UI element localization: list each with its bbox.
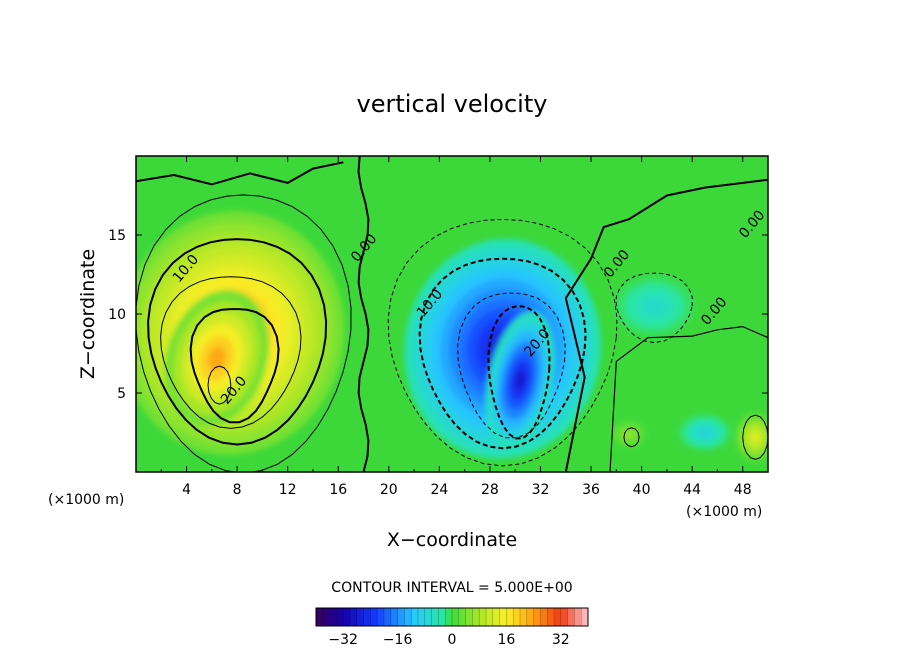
colorbar-tick-label: −16 xyxy=(383,632,413,648)
contour-5 xyxy=(136,194,352,472)
colorbar-segment xyxy=(424,608,433,626)
colorbar-segment xyxy=(384,608,392,626)
colorbar-frame xyxy=(315,607,589,627)
x-tick-label: 4 xyxy=(182,482,191,498)
colorbar-segment xyxy=(486,608,494,626)
x-tick-label: 16 xyxy=(329,482,347,498)
colorbar-segment xyxy=(581,608,589,626)
x-tick-label: 36 xyxy=(582,482,600,498)
colorbar-segment xyxy=(567,608,575,626)
colorbar-segment xyxy=(547,608,555,626)
colorbar-tick-label: 0 xyxy=(448,632,457,648)
contour-20 xyxy=(189,308,280,424)
weak-downdraft-level xyxy=(644,298,665,314)
colorbar-tick-label: 16 xyxy=(497,632,515,648)
colorbar-segment xyxy=(520,608,528,626)
colorbar-segment xyxy=(472,608,480,626)
x-tick-label: 8 xyxy=(233,482,242,498)
small-updraft-field xyxy=(735,413,768,462)
colorbar-segment xyxy=(465,608,473,626)
colorbar-segment xyxy=(526,608,535,626)
contour-interval-label: CONTOUR INTERVAL = 5.000E+00 xyxy=(331,580,572,596)
x-tick-label: 40 xyxy=(633,482,651,498)
y-tick-label: 10 xyxy=(108,307,126,323)
contour-15 xyxy=(160,276,302,429)
colorbar-segment xyxy=(533,608,541,626)
contour-neg20 xyxy=(487,305,551,440)
x-unit-right: (×1000 m) xyxy=(686,504,762,520)
colorbar-segment xyxy=(560,608,569,626)
downdraft-core-level xyxy=(515,370,526,391)
x-tick-label: 20 xyxy=(380,482,398,498)
colorbar-segment xyxy=(377,608,385,626)
chart-title: vertical velocity xyxy=(357,90,548,118)
contour-neg15 xyxy=(457,292,566,439)
contour-10 xyxy=(147,238,328,446)
downdraft-core xyxy=(485,311,555,450)
colorbar-segment xyxy=(513,608,521,626)
colorbar-segment xyxy=(418,608,426,626)
colorbar-segment xyxy=(363,608,371,626)
colorbar-segment xyxy=(316,608,324,626)
colorbar-segment xyxy=(540,608,548,626)
y-tick-label: 15 xyxy=(108,228,126,244)
colorbar-segment xyxy=(458,608,467,626)
colorbar-segment xyxy=(438,608,446,626)
colorbar-segment xyxy=(370,608,378,626)
updraft-core xyxy=(164,289,270,427)
x-tick-label: 44 xyxy=(683,482,701,498)
x-tick-label: 48 xyxy=(734,482,752,498)
colorbar-segment xyxy=(322,608,331,626)
x-tick-label: 12 xyxy=(279,482,297,498)
colorbar-segment xyxy=(574,608,582,626)
colorbar-segment xyxy=(329,608,337,626)
contour-zero xyxy=(357,156,370,472)
colorbar-segment xyxy=(479,608,487,626)
contour-neg10 xyxy=(418,257,587,450)
x-tick-label: 24 xyxy=(430,482,448,498)
colorbar xyxy=(315,607,589,627)
colorbar-segment xyxy=(492,608,501,626)
colorbar-segment xyxy=(411,608,419,626)
x-tick-label: 32 xyxy=(532,482,550,498)
colorbar-tick-label: 32 xyxy=(552,632,570,648)
colorbar-segment xyxy=(404,608,412,626)
colorbar-segment xyxy=(336,608,344,626)
weak-updraft-field xyxy=(610,420,647,449)
colorbar-segment xyxy=(554,608,562,626)
contour-neg5 xyxy=(387,218,618,467)
colorbar-segment xyxy=(390,608,399,626)
colorbar-tick-label: −32 xyxy=(328,632,358,648)
colorbar-segment xyxy=(343,608,351,626)
colorbar-segment xyxy=(506,608,514,626)
small-updraft-field-level xyxy=(751,432,760,443)
colorbar-segment xyxy=(356,608,365,626)
colorbar-segment xyxy=(397,608,405,626)
x-unit-left: (×1000 m) xyxy=(48,492,124,508)
colorbar-segment xyxy=(452,608,460,626)
small-downdraft-field xyxy=(678,414,731,451)
y-axis-label: Z−coordinate xyxy=(77,249,99,379)
y-tick-label: 5 xyxy=(117,386,126,402)
weak-downdraft xyxy=(614,276,695,337)
colorbar-segment xyxy=(350,608,358,626)
contour-weak-updraft xyxy=(623,427,640,448)
plot-area xyxy=(136,156,768,472)
colorbar-segment xyxy=(431,608,439,626)
colorbar-segment xyxy=(499,608,507,626)
x-axis-label: X−coordinate xyxy=(387,529,517,551)
contour-zero-east xyxy=(564,178,768,472)
colorbar-segment xyxy=(445,608,453,626)
small-downdraft-field-level xyxy=(698,428,712,437)
contour-zero-east-lower xyxy=(609,325,768,472)
contour-zero-top xyxy=(136,161,344,186)
x-tick-label: 28 xyxy=(481,482,499,498)
contour-east-updraft xyxy=(742,414,768,460)
updraft-core-level xyxy=(208,346,226,370)
contour-25 xyxy=(207,365,232,405)
